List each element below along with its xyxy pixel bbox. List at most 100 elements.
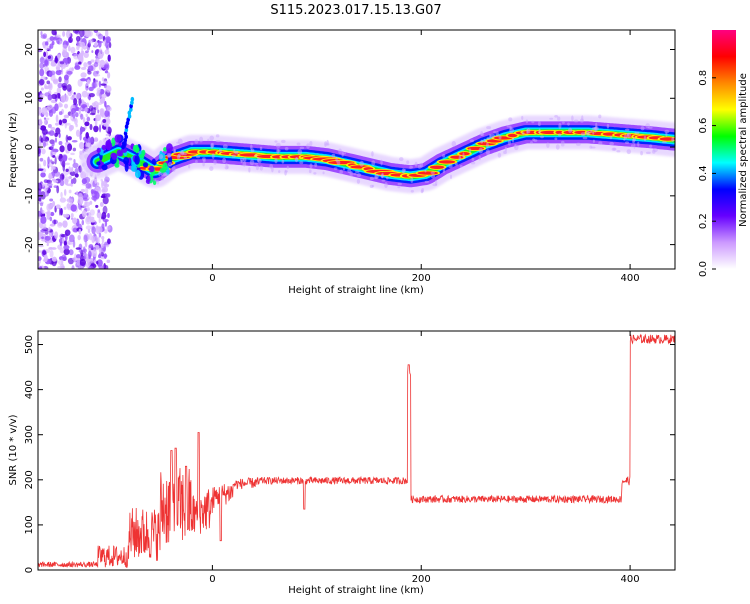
ridge-speckle (531, 120, 535, 124)
noise-speckle (41, 148, 46, 155)
ridge-speckle (490, 133, 496, 139)
ridge-speckle (190, 142, 194, 146)
turbulent-blob (166, 143, 173, 153)
noise-speckle (51, 161, 55, 165)
noise-speckle (101, 93, 107, 99)
noise-speckle (62, 170, 69, 176)
ridge-speckle (296, 142, 301, 146)
ridge-speckle (248, 167, 251, 173)
noise-speckle (46, 179, 53, 184)
colorbar-label: Normalized spectral amplitude (738, 73, 749, 227)
ridge-speckle (177, 138, 183, 145)
noise-speckle (48, 109, 54, 117)
turbulent-blob (118, 141, 122, 147)
ridge-speckle (495, 130, 499, 137)
noise-speckle (92, 249, 97, 258)
turbulent-blob (114, 134, 122, 143)
noise-speckle (56, 185, 60, 194)
turbulent-blob (163, 147, 168, 152)
ridge-speckle (380, 159, 383, 166)
noise-speckle (87, 228, 91, 234)
noise-speckle (82, 117, 86, 123)
noise-speckle (89, 123, 93, 131)
noise-speckle (98, 124, 102, 133)
ridge-speckle (537, 121, 541, 127)
ridge-speckle (218, 148, 222, 153)
ridge-speckle (579, 118, 584, 123)
noise-speckle (66, 143, 73, 152)
ridge-speckle (576, 142, 581, 146)
ridge-speckle (623, 134, 628, 140)
noise-speckle (44, 235, 51, 241)
noise-speckle (62, 44, 68, 49)
noise-speckle (93, 259, 97, 264)
snr-panel: 0 200 400 0 100 200 300 400 500 Height of straig… (8, 330, 676, 596)
noise-speckle (89, 219, 96, 223)
noise-speckle (72, 227, 78, 233)
ridge-speckle (371, 160, 376, 166)
noise-speckle (44, 45, 50, 51)
noise-speckle (75, 254, 81, 259)
noise-speckle (81, 210, 87, 218)
ridge-speckle (589, 145, 593, 149)
noise-speckle (57, 82, 63, 89)
noise-speckle (103, 228, 108, 234)
ridge-speckle (313, 172, 317, 175)
ridge-speckle (606, 123, 610, 129)
noise-speckle (38, 231, 44, 238)
ridge-speckle (549, 117, 554, 120)
noise-speckle (74, 65, 81, 70)
ridge-speckle (161, 177, 164, 181)
ridge-speckle (156, 180, 160, 185)
noise-speckle (104, 110, 110, 118)
noise-speckle (101, 180, 104, 189)
ridge-speckle (342, 167, 346, 171)
noise-speckle (88, 265, 94, 269)
ridge-speckle (521, 115, 524, 120)
noise-speckle (84, 200, 88, 205)
ridge-speckle (598, 141, 603, 145)
noise-speckle (74, 167, 79, 174)
ridge-speckle (624, 141, 630, 144)
turbulent-blob (111, 152, 118, 160)
noise-speckle (43, 83, 47, 90)
noise-speckle (66, 84, 72, 92)
noise-speckle (48, 71, 53, 78)
ridge-speckle (384, 182, 388, 188)
ridge-speckle (274, 140, 278, 143)
noise-speckle (101, 238, 105, 243)
ridge-speckle (612, 147, 616, 151)
noise-speckle (98, 232, 102, 238)
noise-speckle (46, 80, 51, 85)
noise-speckle (51, 140, 55, 147)
ridge-speckle (626, 149, 632, 155)
noise-speckle (62, 118, 67, 124)
ridge-speckle (571, 115, 574, 122)
ridge-speckle (471, 157, 475, 161)
noise-speckle (95, 104, 99, 111)
noise-speckle (79, 41, 86, 48)
noise-speckle (70, 112, 73, 121)
ridge-speckle (284, 146, 289, 151)
noise-speckle (72, 217, 78, 224)
ridge-speckle (414, 161, 418, 167)
noise-speckle (84, 30, 92, 38)
ridge-speckle (410, 176, 414, 183)
noise-speckle (69, 171, 76, 177)
noise-speckle (46, 203, 52, 212)
noise-speckle (104, 64, 109, 69)
noise-speckle (44, 117, 50, 121)
noise-speckle (39, 207, 43, 215)
ridge-core (429, 165, 445, 169)
ridge-speckle (254, 162, 259, 165)
ridge-speckle (211, 153, 215, 159)
noise-speckle (68, 189, 72, 194)
noise-speckle (56, 87, 62, 95)
ridge-speckle (409, 165, 413, 169)
noise-speckle (55, 204, 61, 210)
noise-speckle (102, 119, 107, 124)
ridge-speckle (369, 176, 374, 181)
noise-speckle (85, 82, 89, 91)
noise-speckle (86, 253, 89, 260)
noise-speckle (39, 68, 45, 77)
